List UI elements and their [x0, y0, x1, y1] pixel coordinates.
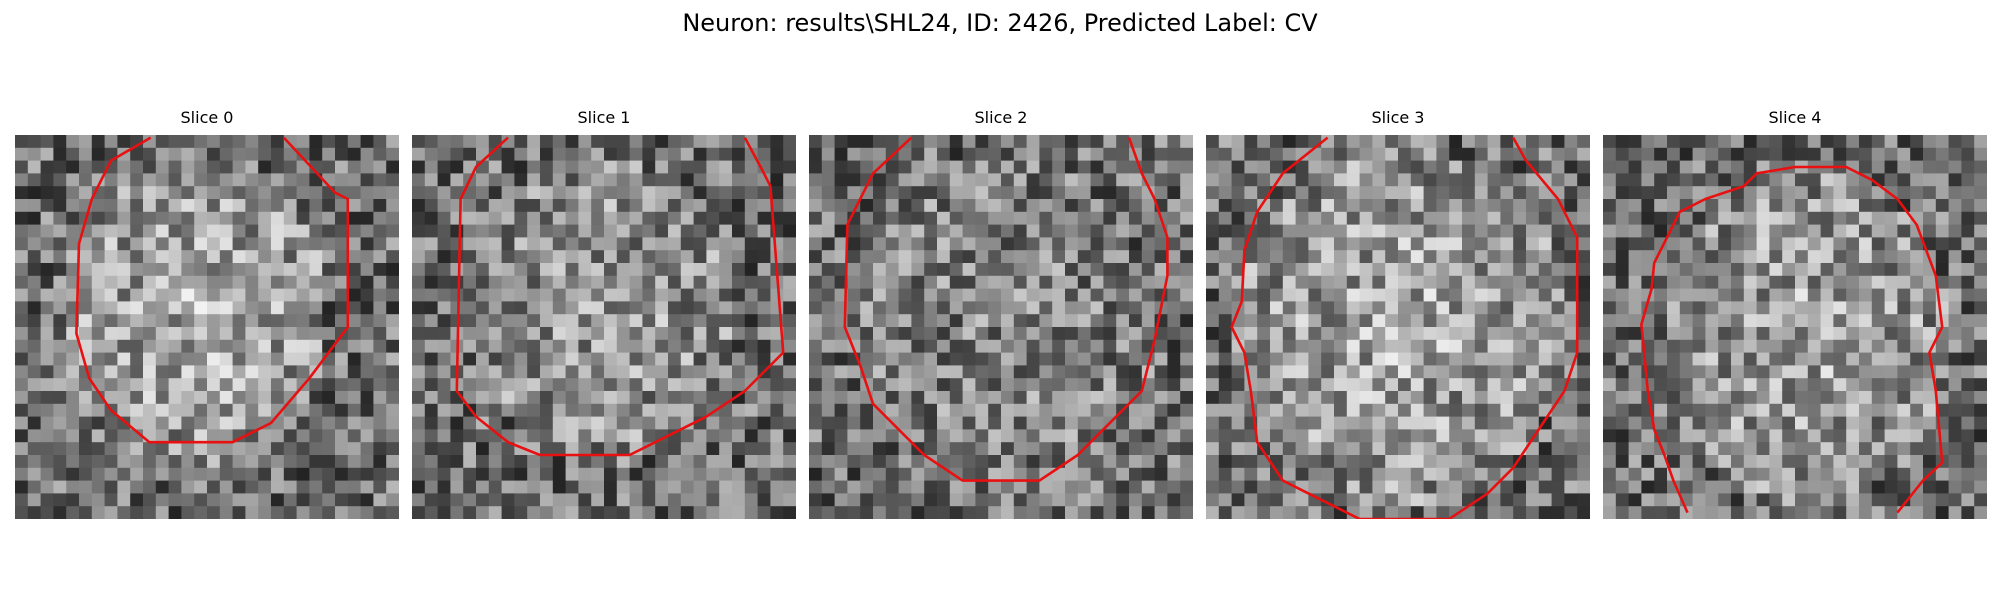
slice-title: Slice 3 [1371, 108, 1425, 127]
slice-image [1206, 135, 1590, 519]
slice-panel-4: Slice 4 [1603, 0, 1987, 600]
slice-panel-3: Slice 3 [1206, 0, 1590, 600]
slice-panel-2: Slice 2 [809, 0, 1193, 600]
slice-image [412, 135, 796, 519]
pixel-grid [1206, 135, 1590, 519]
slice-image [809, 135, 1193, 519]
slice-image [15, 135, 399, 519]
figure-title: Neuron: results\SHL24, ID: 2426, Predict… [682, 9, 1318, 37]
slice-title: Slice 0 [180, 108, 234, 127]
contour-line [1230, 136, 1579, 519]
contour-line [75, 136, 350, 444]
pixel-grid [1603, 135, 1987, 519]
pixel-grid [809, 135, 1193, 519]
pixel-grid [412, 135, 796, 519]
slice-title: Slice 4 [1768, 108, 1822, 127]
slice-title: Slice 2 [974, 108, 1028, 127]
slice-panel-0: Slice 0 [15, 0, 399, 600]
contour-line [1640, 165, 1944, 514]
slice-image [1603, 135, 1987, 519]
pixel-grid [15, 135, 399, 519]
contour-line [843, 136, 1169, 482]
slice-panel-1: Slice 1 [412, 0, 796, 600]
contour-line [455, 136, 785, 457]
slice-title: Slice 1 [577, 108, 631, 127]
